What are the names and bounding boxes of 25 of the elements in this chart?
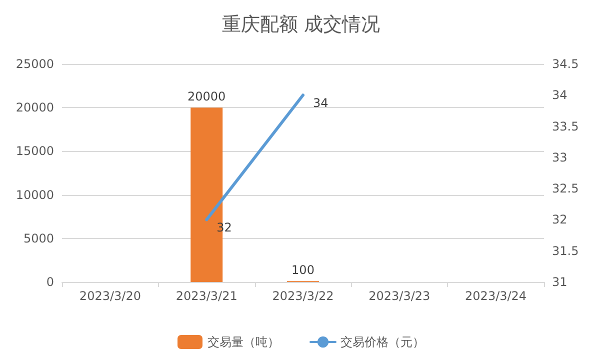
y-tick-label: 25000 bbox=[16, 57, 54, 71]
y2-tick-label: 34 bbox=[552, 88, 568, 102]
y-tick-label: 0 bbox=[46, 275, 54, 289]
x-tick-label: 2023/3/24 bbox=[465, 289, 527, 303]
data-label: 100 bbox=[292, 263, 314, 278]
y-tick-label: 15000 bbox=[16, 144, 54, 158]
data-label: 34 bbox=[313, 96, 328, 110]
y2-tick-label: 31.5 bbox=[552, 244, 579, 258]
data-label: 20000 bbox=[188, 90, 226, 104]
legend-label: 交易价格（元） bbox=[340, 335, 424, 349]
y2-tick-label: 32 bbox=[552, 212, 568, 227]
x-tick-label: 2023/3/21 bbox=[176, 289, 238, 303]
y2-tick-label: 31 bbox=[552, 275, 568, 289]
y-tick-label: 10000 bbox=[16, 188, 54, 202]
legend-label: 交易量（吨） bbox=[208, 335, 280, 349]
y-tick-label: 20000 bbox=[16, 100, 54, 115]
y2-tick-label: 34.5 bbox=[552, 57, 579, 71]
y2-tick-label: 33.5 bbox=[552, 119, 579, 134]
chart-title: 重庆配额 成交情况 bbox=[222, 14, 380, 36]
y2-tick-label: 33 bbox=[552, 150, 568, 164]
x-tick-label: 2023/3/23 bbox=[368, 289, 430, 303]
x-tick-label: 2023/3/20 bbox=[79, 289, 141, 303]
y2-tick-label: 32.5 bbox=[552, 182, 579, 196]
y-tick-label: 5000 bbox=[23, 231, 54, 246]
x-tick-label: 2023/3/22 bbox=[272, 289, 334, 303]
